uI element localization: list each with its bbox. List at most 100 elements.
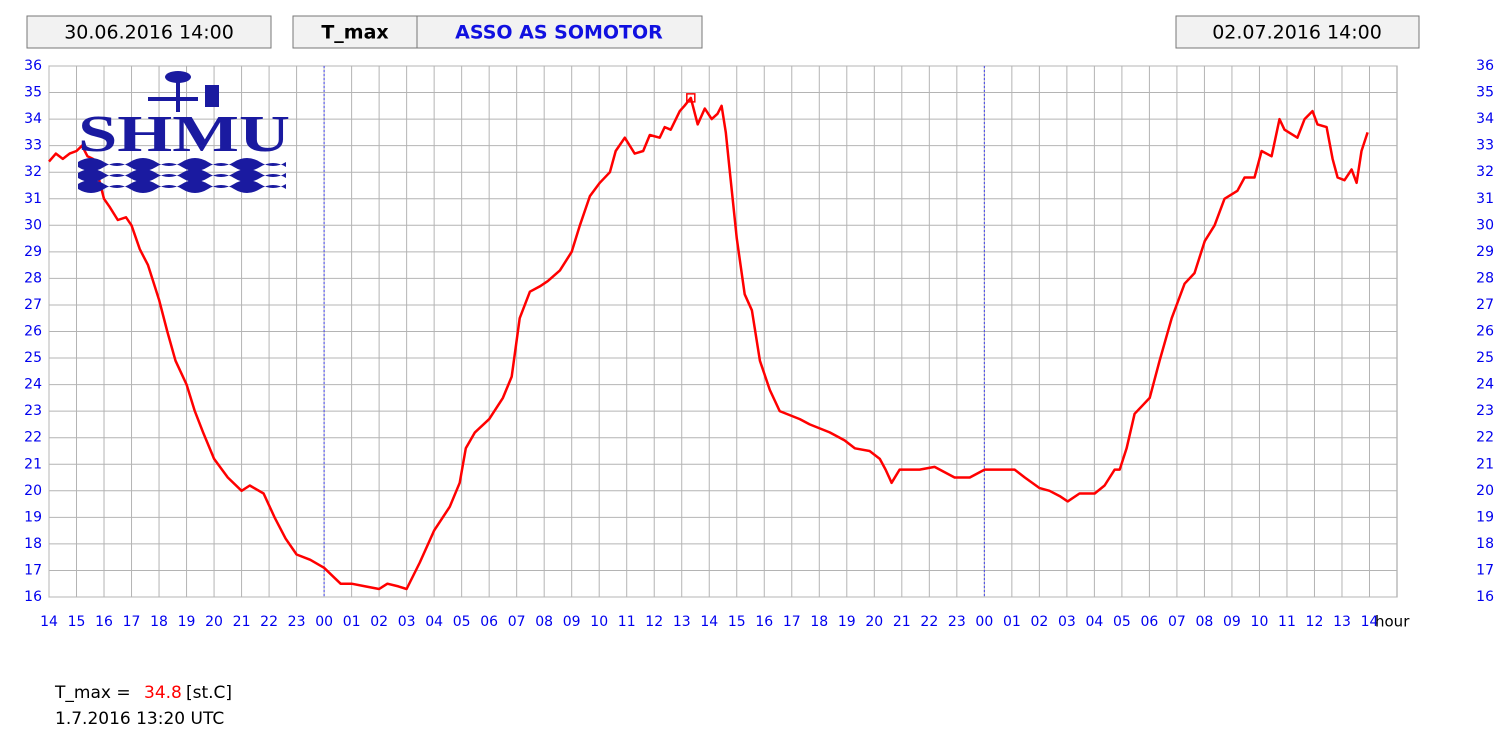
y-tick-label: 22 — [24, 430, 42, 446]
x-tick-label: 17 — [123, 614, 141, 630]
y2-tick-label: 32 — [1476, 164, 1494, 180]
footer-time: 1.7.2016 13:20 UTC — [55, 709, 224, 729]
y-tick-label: 35 — [24, 85, 42, 101]
y-tick-label: 31 — [24, 191, 42, 207]
x-tick-label: 18 — [150, 614, 168, 630]
x-tick-label: 13 — [1333, 614, 1351, 630]
y2-tick-label: 27 — [1476, 297, 1494, 313]
y-tick-label: 34 — [24, 111, 42, 127]
x-tick-label: 14 — [40, 614, 58, 630]
x-tick-label: 12 — [645, 614, 663, 630]
x-axis-label: hour — [1375, 613, 1410, 631]
x-tick-label: 09 — [1223, 614, 1241, 630]
y-tick-label: 25 — [24, 350, 42, 366]
y2-tick-label: 24 — [1476, 377, 1494, 393]
x-tick-label: 22 — [260, 614, 278, 630]
y-tick-label: 30 — [24, 217, 42, 233]
y2-tick-label: 36 — [1476, 58, 1494, 74]
y-tick-label: 36 — [24, 58, 42, 74]
y2-tick-label: 34 — [1476, 111, 1494, 127]
y-tick-label: 16 — [24, 589, 42, 605]
x-tick-label: 22 — [920, 614, 938, 630]
start-date: 30.06.2016 14:00 — [64, 22, 234, 44]
y-tick-label: 17 — [24, 562, 42, 578]
x-tick-label: 21 — [233, 614, 251, 630]
max-marker — [686, 93, 696, 103]
y-tick-label: 23 — [24, 403, 42, 419]
y2-tick-label: 30 — [1476, 217, 1494, 233]
x-tick-label: 13 — [673, 614, 691, 630]
logo: SHMU — [78, 71, 290, 193]
x-tick-label: 07 — [1168, 614, 1186, 630]
y-tick-label: 29 — [24, 244, 42, 260]
x-tick-label: 00 — [975, 614, 993, 630]
variable: T_max — [321, 22, 388, 44]
end-box — [1175, 15, 1420, 49]
y2-tick-label: 33 — [1476, 138, 1494, 154]
start-box — [26, 15, 272, 49]
y-tick-label: 26 — [24, 324, 42, 340]
x-tick-label: 20 — [205, 614, 223, 630]
x-tick-label: 23 — [288, 614, 306, 630]
x-tick-label: 14 — [700, 614, 718, 630]
x-tick-label: 23 — [948, 614, 966, 630]
logo-text: SHMU — [78, 106, 290, 163]
y2-tick-label: 25 — [1476, 350, 1494, 366]
y2-tick-label: 26 — [1476, 324, 1494, 340]
x-tick-label: 06 — [480, 614, 498, 630]
station-box — [416, 15, 703, 49]
station: ASSO AS SOMOTOR — [455, 22, 663, 44]
y-tick-label: 32 — [24, 164, 42, 180]
x-tick-label: 11 — [618, 614, 636, 630]
x-tick-label: 00 — [315, 614, 333, 630]
y2-tick-label: 35 — [1476, 85, 1494, 101]
x-tick-label: 15 — [68, 614, 86, 630]
y-tick-label: 27 — [24, 297, 42, 313]
x-tick-label: 10 — [590, 614, 608, 630]
x-tick-label: 11 — [1278, 614, 1296, 630]
x-tick-label: 08 — [535, 614, 553, 630]
x-tick-label: 08 — [1196, 614, 1214, 630]
x-tick-label: 05 — [453, 614, 471, 630]
x-tick-label: 10 — [1251, 614, 1269, 630]
x-tick-label: 12 — [1306, 614, 1324, 630]
y-tick-label: 24 — [24, 377, 42, 393]
x-tick-label: 15 — [728, 614, 746, 630]
x-tick-label: 09 — [563, 614, 581, 630]
x-tick-label: 07 — [508, 614, 526, 630]
end-date: 02.07.2016 14:00 — [1212, 22, 1382, 44]
x-tick-label: 16 — [95, 614, 113, 630]
y2-tick-label: 21 — [1476, 456, 1494, 472]
x-tick-label: 01 — [343, 614, 361, 630]
x-tick-label: 02 — [1030, 614, 1048, 630]
footer-label: T_max = — [54, 683, 131, 703]
x-tick-label: 21 — [893, 614, 911, 630]
y2-tick-label: 31 — [1476, 191, 1494, 207]
x-tick-label: 03 — [398, 614, 416, 630]
y2-tick-label: 23 — [1476, 403, 1494, 419]
y-tick-label: 21 — [24, 456, 42, 472]
x-tick-label: 19 — [838, 614, 856, 630]
y-tick-label: 20 — [24, 483, 42, 499]
y2-tick-label: 28 — [1476, 270, 1494, 286]
x-tick-label: 20 — [865, 614, 883, 630]
x-tick-label: 19 — [178, 614, 196, 630]
footer-value: 34.8 — [144, 683, 182, 703]
x-tick-label: 04 — [1085, 614, 1103, 630]
y-tick-label: 33 — [24, 138, 42, 154]
x-tick-label: 06 — [1140, 614, 1158, 630]
x-tick-label: 02 — [370, 614, 388, 630]
y2-tick-label: 20 — [1476, 483, 1494, 499]
x-tick-label: 04 — [425, 614, 443, 630]
variable-box — [292, 15, 418, 49]
y-tick-label: 28 — [24, 270, 42, 286]
y2-tick-label: 29 — [1476, 244, 1494, 260]
y2-tick-label: 16 — [1476, 589, 1494, 605]
x-tick-label: 18 — [810, 614, 828, 630]
x-tick-label: 16 — [755, 614, 773, 630]
x-tick-label: 14 — [1361, 614, 1379, 630]
x-tick-label: 01 — [1003, 614, 1021, 630]
y2-tick-label: 22 — [1476, 430, 1494, 446]
